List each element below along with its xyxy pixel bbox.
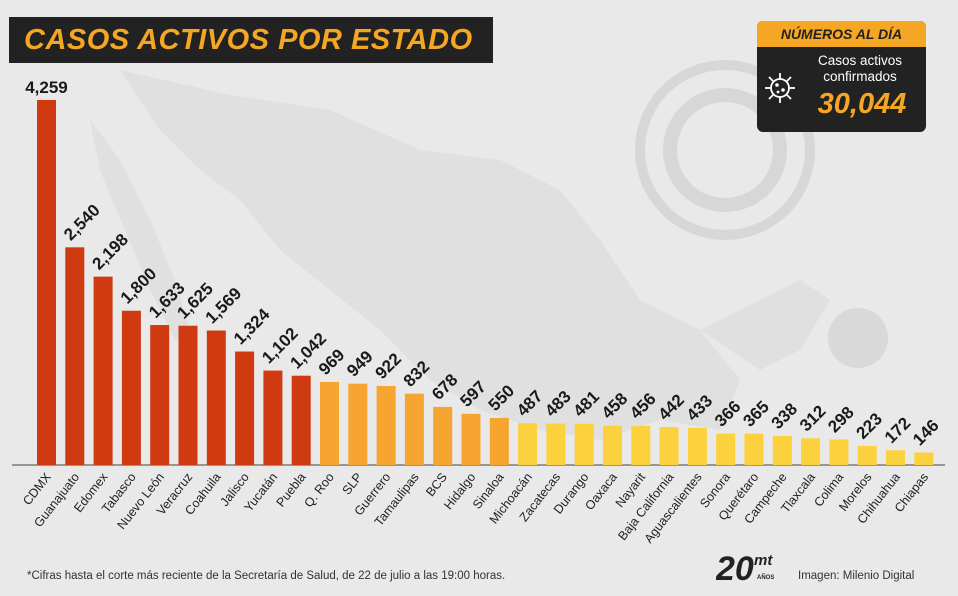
bar-chihuahua [886,450,905,465]
bar-jalisco [235,351,255,465]
bar-nuevo-le-n [150,325,170,465]
category-label: SLP [340,470,366,497]
virus-watermark-icon [635,60,815,240]
value-label: 4,259 [25,78,68,97]
value-label: 433 [683,391,716,424]
category-label: Q. Roo [301,470,336,510]
value-label: 312 [796,402,829,435]
bar-baja-california [659,427,679,465]
bar-nayarit [631,425,651,465]
value-label: 172 [881,414,914,447]
value-label: 365 [739,397,772,430]
value-label: 949 [343,347,376,380]
bar-chiapas [914,452,934,465]
value-label: 298 [824,403,857,436]
logo-brand: mt [754,552,773,569]
value-label: 550 [485,381,518,414]
chart-title: CASOS ACTIVOS POR ESTADO [24,24,473,56]
bar-campeche [772,436,792,465]
milenio-20-years-logo: 20 mt AÑOS [716,550,774,584]
virus-icon [765,73,795,103]
bar-bcs [433,406,453,465]
footnote: *Cifras hasta el corte más reciente de l… [27,570,506,582]
bar-aguascalientes [687,427,707,465]
bar-yucat-n [263,370,283,465]
value-label: 597 [456,377,489,410]
value-label: 481 [570,387,603,420]
value-label: 2,540 [60,201,104,245]
summary-value: 30,044 [817,88,907,120]
value-label: 487 [513,387,546,420]
bar-slp [348,383,368,465]
bar-durango [574,423,594,465]
logo-sub: AÑOS [757,574,774,581]
bar-q-roo [320,381,339,465]
value-label: 832 [400,357,433,390]
bar-sinaloa [489,417,509,465]
summary-label: Casos activos confirmados [817,53,903,84]
bar-tlaxcala [801,438,821,465]
category-label: BCS [423,470,450,499]
bar-michoac-n [518,423,538,465]
bar-guerrero [376,385,396,465]
bar-cdmx [37,100,56,465]
bar-puebla [291,375,311,465]
value-label: 483 [541,387,574,420]
bar-tabasco [121,310,141,465]
value-label: 458 [598,389,631,422]
bar-zacatecas [546,423,566,465]
logo-number: 20 [716,550,754,584]
bar-sonora [716,433,736,465]
bar-tamaulipas [404,393,424,465]
value-label: 338 [768,399,801,432]
title-banner [9,17,493,63]
summary-heading: NÚMEROS AL DÍA [757,21,926,47]
bar-coahuila [206,330,226,465]
value-label: 366 [711,397,744,430]
image-credit: Imagen: Milenio Digital [798,570,915,582]
virus-watermark-small-icon [828,308,888,368]
bar-veracruz [178,325,198,465]
bar-oaxaca [603,425,622,465]
bar-morelos [857,445,877,465]
value-label: 2,198 [88,230,132,274]
bar-colima [829,439,849,465]
value-label: 1,324 [230,304,274,348]
value-label: 223 [853,409,886,442]
value-label: 146 [909,416,942,449]
bar-hidalgo [461,413,481,465]
bar-quer-taro [744,433,764,465]
bar-edomex [93,276,113,465]
bar-guanajuato [65,247,85,465]
value-label: 456 [626,389,659,422]
value-label: 442 [654,390,687,423]
